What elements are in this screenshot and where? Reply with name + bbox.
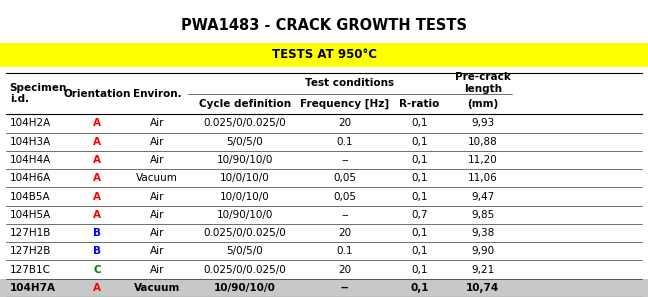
Text: Air: Air	[150, 246, 165, 256]
Text: Air: Air	[150, 192, 165, 202]
Text: 104H7A: 104H7A	[10, 283, 56, 293]
Text: 0,05: 0,05	[334, 192, 356, 202]
Text: 104H5A: 104H5A	[10, 210, 51, 220]
Text: 20: 20	[338, 119, 352, 129]
Text: 9,38: 9,38	[471, 228, 494, 238]
Text: Air: Air	[150, 210, 165, 220]
Text: A: A	[93, 210, 101, 220]
Text: 10/0/10/0: 10/0/10/0	[220, 173, 270, 183]
Text: 5/0/5/0: 5/0/5/0	[226, 137, 263, 147]
Text: 10,88: 10,88	[468, 137, 498, 147]
Text: 9,47: 9,47	[471, 192, 494, 202]
Text: 10,74: 10,74	[466, 283, 500, 293]
Text: 11,06: 11,06	[468, 173, 498, 183]
Text: 104H4A: 104H4A	[10, 155, 51, 165]
Text: Vacuum: Vacuum	[134, 283, 180, 293]
Bar	[0, 279, 648, 297]
Text: Air: Air	[150, 265, 165, 275]
Text: 0,1: 0,1	[411, 228, 428, 238]
Text: 104H2A: 104H2A	[10, 119, 51, 129]
Text: 0,05: 0,05	[334, 173, 356, 183]
Text: Frequency [Hz]: Frequency [Hz]	[301, 99, 389, 109]
Text: 10/90/10/0: 10/90/10/0	[216, 155, 273, 165]
Text: 127H1B: 127H1B	[10, 228, 51, 238]
Text: A: A	[93, 283, 101, 293]
Text: 127H2B: 127H2B	[10, 246, 51, 256]
Text: Air: Air	[150, 137, 165, 147]
Text: A: A	[93, 137, 101, 147]
Text: 20: 20	[338, 265, 352, 275]
Text: 9,93: 9,93	[471, 119, 494, 129]
Text: 11,20: 11,20	[468, 155, 498, 165]
Text: 10/0/10/0: 10/0/10/0	[220, 192, 270, 202]
Text: 5/0/5/0: 5/0/5/0	[226, 246, 263, 256]
Text: B: B	[93, 228, 101, 238]
Text: 104H3A: 104H3A	[10, 137, 51, 147]
Text: 0,1: 0,1	[411, 119, 428, 129]
Text: --: --	[341, 210, 349, 220]
Text: Air: Air	[150, 119, 165, 129]
Text: Environ.: Environ.	[133, 89, 181, 99]
Text: 9,85: 9,85	[471, 210, 494, 220]
Text: 127B1C: 127B1C	[10, 265, 51, 275]
Text: 0,1: 0,1	[411, 155, 428, 165]
Text: A: A	[93, 155, 101, 165]
Text: 0,1: 0,1	[411, 246, 428, 256]
Text: Test conditions: Test conditions	[305, 78, 395, 88]
Text: A: A	[93, 119, 101, 129]
Text: Orientation: Orientation	[64, 89, 131, 99]
Text: Cycle definition: Cycle definition	[198, 99, 291, 109]
Text: 0.025/0/0.025/0: 0.025/0/0.025/0	[203, 228, 286, 238]
Text: 0.025/0/0.025/0: 0.025/0/0.025/0	[203, 265, 286, 275]
Bar	[0, 43, 648, 67]
Text: R-ratio: R-ratio	[399, 99, 440, 109]
Text: 0,1: 0,1	[411, 173, 428, 183]
Text: 0.1: 0.1	[337, 137, 353, 147]
Text: A: A	[93, 173, 101, 183]
Text: 9,21: 9,21	[471, 265, 494, 275]
Text: 104H6A: 104H6A	[10, 173, 51, 183]
Text: 0.1: 0.1	[337, 246, 353, 256]
Text: 20: 20	[338, 228, 352, 238]
Text: 0.025/0/0.025/0: 0.025/0/0.025/0	[203, 119, 286, 129]
Text: TESTS AT 950°C: TESTS AT 950°C	[272, 48, 376, 61]
Text: A: A	[93, 192, 101, 202]
Text: B: B	[93, 246, 101, 256]
Text: C: C	[93, 265, 101, 275]
Text: 0,7: 0,7	[411, 210, 428, 220]
Text: 0,1: 0,1	[411, 192, 428, 202]
Text: --: --	[341, 155, 349, 165]
Text: 104B5A: 104B5A	[10, 192, 51, 202]
Text: Specimen
i.d.: Specimen i.d.	[10, 83, 67, 104]
Text: Pre-crack
length: Pre-crack length	[455, 72, 511, 94]
Text: Air: Air	[150, 155, 165, 165]
Text: --: --	[341, 283, 349, 293]
Text: 10/90/10/0: 10/90/10/0	[216, 210, 273, 220]
Text: 0,1: 0,1	[411, 265, 428, 275]
Text: 9,90: 9,90	[471, 246, 494, 256]
Text: PWA1483 - CRACK GROWTH TESTS: PWA1483 - CRACK GROWTH TESTS	[181, 18, 467, 33]
Text: 10/90/10/0: 10/90/10/0	[214, 283, 275, 293]
Text: (mm): (mm)	[467, 99, 498, 109]
Text: 0,1: 0,1	[411, 137, 428, 147]
Text: Air: Air	[150, 228, 165, 238]
Text: Vacuum: Vacuum	[136, 173, 178, 183]
Text: 0,1: 0,1	[410, 283, 429, 293]
